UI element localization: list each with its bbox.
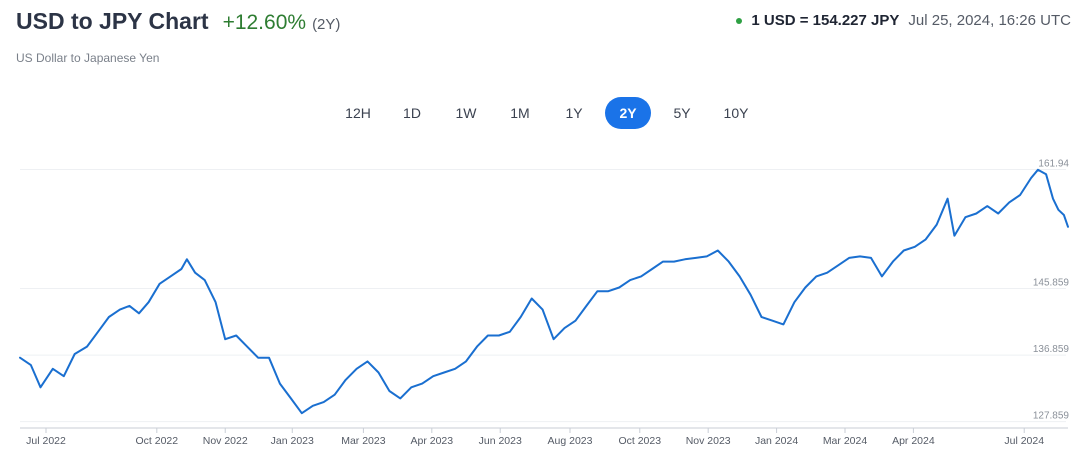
page-title: USD to JPY Chart (16, 8, 209, 34)
y-tick-label: 136.859 (1033, 344, 1070, 355)
range-button-2y[interactable]: 2Y (605, 97, 651, 129)
x-tick-label: Apr 2023 (410, 435, 453, 447)
exchange-rate-chart: 161.94 145.859 136.859 127.859 Jul 2022 Oct 2… (19, 159, 1070, 447)
x-tick-label: Mar 2023 (341, 435, 386, 447)
live-status-dot-icon (736, 17, 743, 24)
range-button-12h[interactable]: 12H (335, 97, 381, 129)
change-period: (2Y) (312, 16, 341, 33)
usd-jpy-series-line (19, 168, 1069, 415)
x-tick-label: Oct 2023 (618, 435, 661, 447)
live-quote: 1 USD = 154.227 JPY Jul 25, 2024, 16:26 … (736, 12, 1071, 29)
x-tick-label: Apr 2024 (892, 435, 935, 447)
x-tick-label: Jul 2022 (26, 435, 66, 447)
time-range-selector: 12H 1D 1W 1M 1Y 2Y 5Y 10Y (335, 97, 767, 129)
y-tick-label: 145.859 (1033, 277, 1070, 288)
range-button-1w[interactable]: 1W (443, 97, 489, 129)
x-tick-label: Jan 2023 (271, 435, 314, 447)
x-tick-label: Jun 2023 (479, 435, 522, 447)
exchange-rate: 1 USD = 154.227 JPY (751, 12, 900, 29)
page-subtitle: US Dollar to Japanese Yen (16, 51, 160, 65)
range-button-5y[interactable]: 5Y (659, 97, 705, 129)
range-button-1d[interactable]: 1D (389, 97, 435, 129)
quote-timestamp: Jul 25, 2024, 16:26 UTC (908, 12, 1071, 29)
x-tick-label: Jul 2024 (1004, 435, 1044, 447)
change-percent: +12.60% (222, 11, 307, 34)
x-tick-label: Nov 2022 (203, 435, 248, 447)
x-tick-label: Jan 2024 (755, 435, 798, 447)
y-tick-label: 161.94 (1038, 159, 1069, 170)
y-tick-label: 127.859 (1033, 411, 1070, 422)
range-button-1y[interactable]: 1Y (551, 97, 597, 129)
x-tick-label: Nov 2023 (686, 435, 731, 447)
chart-header: USD to JPY Chart +12.60% (2Y) (16, 8, 340, 42)
x-tick-label: Oct 2022 (136, 435, 179, 447)
x-tick-label: Aug 2023 (548, 435, 593, 447)
range-button-10y[interactable]: 10Y (713, 97, 759, 129)
range-button-1m[interactable]: 1M (497, 97, 543, 129)
x-tick-label: Mar 2024 (823, 435, 868, 447)
